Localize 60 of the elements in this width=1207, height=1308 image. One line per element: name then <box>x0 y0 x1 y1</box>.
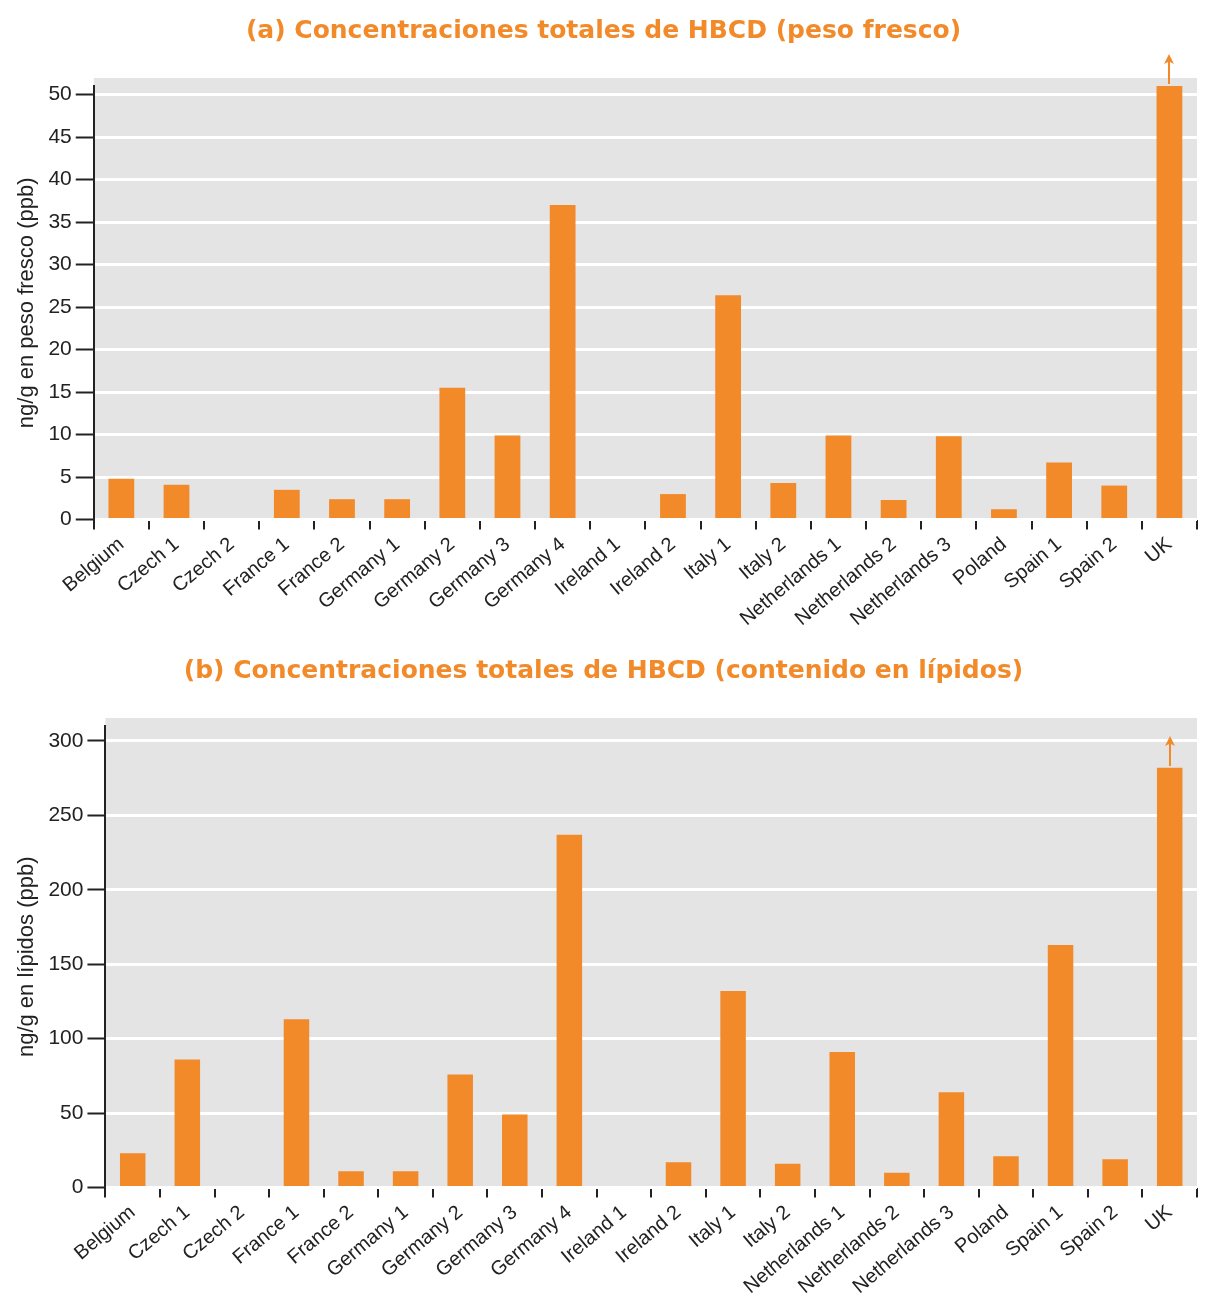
y-tick-label: 10 <box>48 421 72 445</box>
x-tick-label: Italy 1 <box>684 1200 740 1252</box>
bar <box>665 1162 692 1187</box>
y-tick-label: 0 <box>71 1174 84 1198</box>
bar <box>880 500 907 519</box>
chart-title: (b) Concentraciones totales de HBCD (contenido en lípidos) <box>183 654 1024 684</box>
y-tick-label: 200 <box>48 876 84 900</box>
bar <box>935 436 962 519</box>
bar <box>991 509 1017 519</box>
bar <box>329 499 355 519</box>
bar <box>392 1171 419 1187</box>
bar <box>1102 1159 1128 1187</box>
y-tick-label: 5 <box>60 463 72 487</box>
x-tick-label: Italy 1 <box>679 532 735 584</box>
bar <box>825 435 852 519</box>
bar <box>884 1172 910 1187</box>
bar <box>1046 462 1072 519</box>
y-axis-title: ng/g en lípidos (ppb) <box>13 856 39 1058</box>
bar <box>715 295 742 519</box>
x-tick-label: UK <box>1140 1199 1177 1235</box>
bar <box>720 991 746 1187</box>
bar <box>549 205 576 519</box>
y-tick-label: 20 <box>48 336 72 360</box>
bar <box>660 494 686 519</box>
bar <box>1101 485 1128 519</box>
bar <box>494 435 521 519</box>
bar <box>439 387 466 519</box>
bar <box>829 1052 855 1187</box>
y-tick-label: 250 <box>48 802 84 826</box>
bar <box>163 484 190 519</box>
chart-title: (a) Concentraciones totales de HBCD (peso fresco) <box>245 14 962 44</box>
bar <box>283 1019 310 1187</box>
bar <box>447 1074 473 1187</box>
y-tick-label: 25 <box>48 293 72 317</box>
y-tick-label: 150 <box>48 951 84 975</box>
bar <box>502 1114 528 1187</box>
y-tick-label: 50 <box>48 81 72 105</box>
y-tick-label: 45 <box>48 123 72 147</box>
bar <box>770 483 797 519</box>
bar <box>119 1153 146 1187</box>
bar <box>556 834 583 1187</box>
y-tick-label: 40 <box>48 166 72 190</box>
bar <box>108 478 135 519</box>
bar <box>774 1163 801 1187</box>
bar <box>338 1171 364 1187</box>
bar <box>1047 944 1074 1187</box>
bar <box>993 1156 1019 1187</box>
y-tick-label: 30 <box>48 251 72 275</box>
y-tick-label: 300 <box>48 727 84 751</box>
bar <box>384 499 411 519</box>
y-tick-label: 15 <box>48 378 72 402</box>
y-tick-label: 0 <box>60 506 72 530</box>
bar <box>273 489 300 519</box>
x-tick-label: UK <box>1140 531 1177 567</box>
bar <box>174 1059 201 1187</box>
y-tick-label: 100 <box>48 1025 84 1049</box>
y-axis-title: ng/g en peso fresco (ppb) <box>13 177 39 429</box>
bar <box>938 1092 965 1187</box>
y-tick-label: 50 <box>60 1099 84 1123</box>
y-tick-label: 35 <box>48 208 72 232</box>
